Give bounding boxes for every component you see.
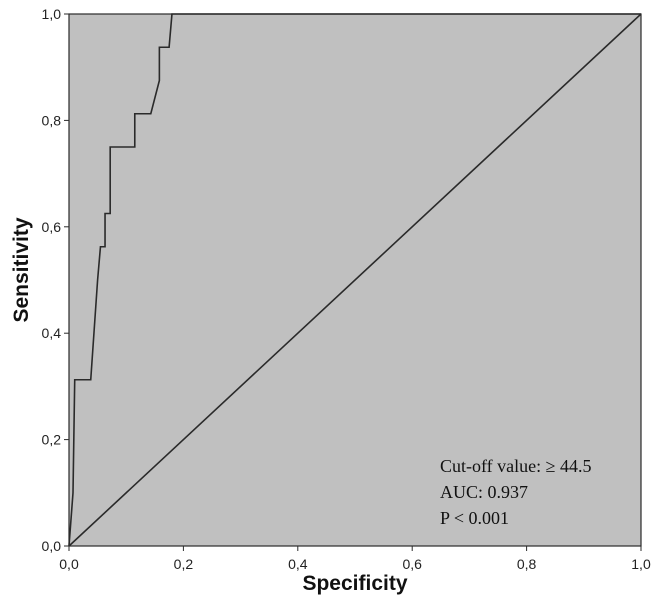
x-tick-label: 0,8 xyxy=(517,556,537,572)
annotation-p-value: P < 0.001 xyxy=(440,508,509,528)
x-tick-label: 0,4 xyxy=(288,556,308,572)
annotation-cutoff: Cut-off value: ≥ 44.5 xyxy=(440,456,592,476)
y-tick-label: 0,2 xyxy=(42,432,62,448)
reference-diagonal xyxy=(68,13,642,547)
y-tick-label: 1,0 xyxy=(42,6,62,22)
plot-frame xyxy=(68,13,642,547)
y-axis-title: Sensitivity xyxy=(10,217,33,322)
y-tick-label: 0,4 xyxy=(42,325,62,341)
x-tick-label: 0,2 xyxy=(174,556,194,572)
y-tick-label: 0,6 xyxy=(42,219,62,235)
curves-layer xyxy=(68,13,642,547)
y-tick-label: 0,0 xyxy=(42,538,62,554)
roc-curve xyxy=(68,13,641,547)
x-tick-label: 1,0 xyxy=(631,556,651,572)
x-axis-title: Specificity xyxy=(302,572,407,595)
y-tick-label: 0,8 xyxy=(42,112,62,128)
x-tick-label: 0,0 xyxy=(59,556,79,572)
x-tick-label: 0,6 xyxy=(402,556,422,572)
ticks-layer: 0,0 0,2 0,4 0,6 0,8 1,0 0,0 0,2 0,4 0,6 0,8 1,0 xyxy=(42,6,651,572)
annotation-auc: AUC: 0.937 xyxy=(440,482,528,502)
